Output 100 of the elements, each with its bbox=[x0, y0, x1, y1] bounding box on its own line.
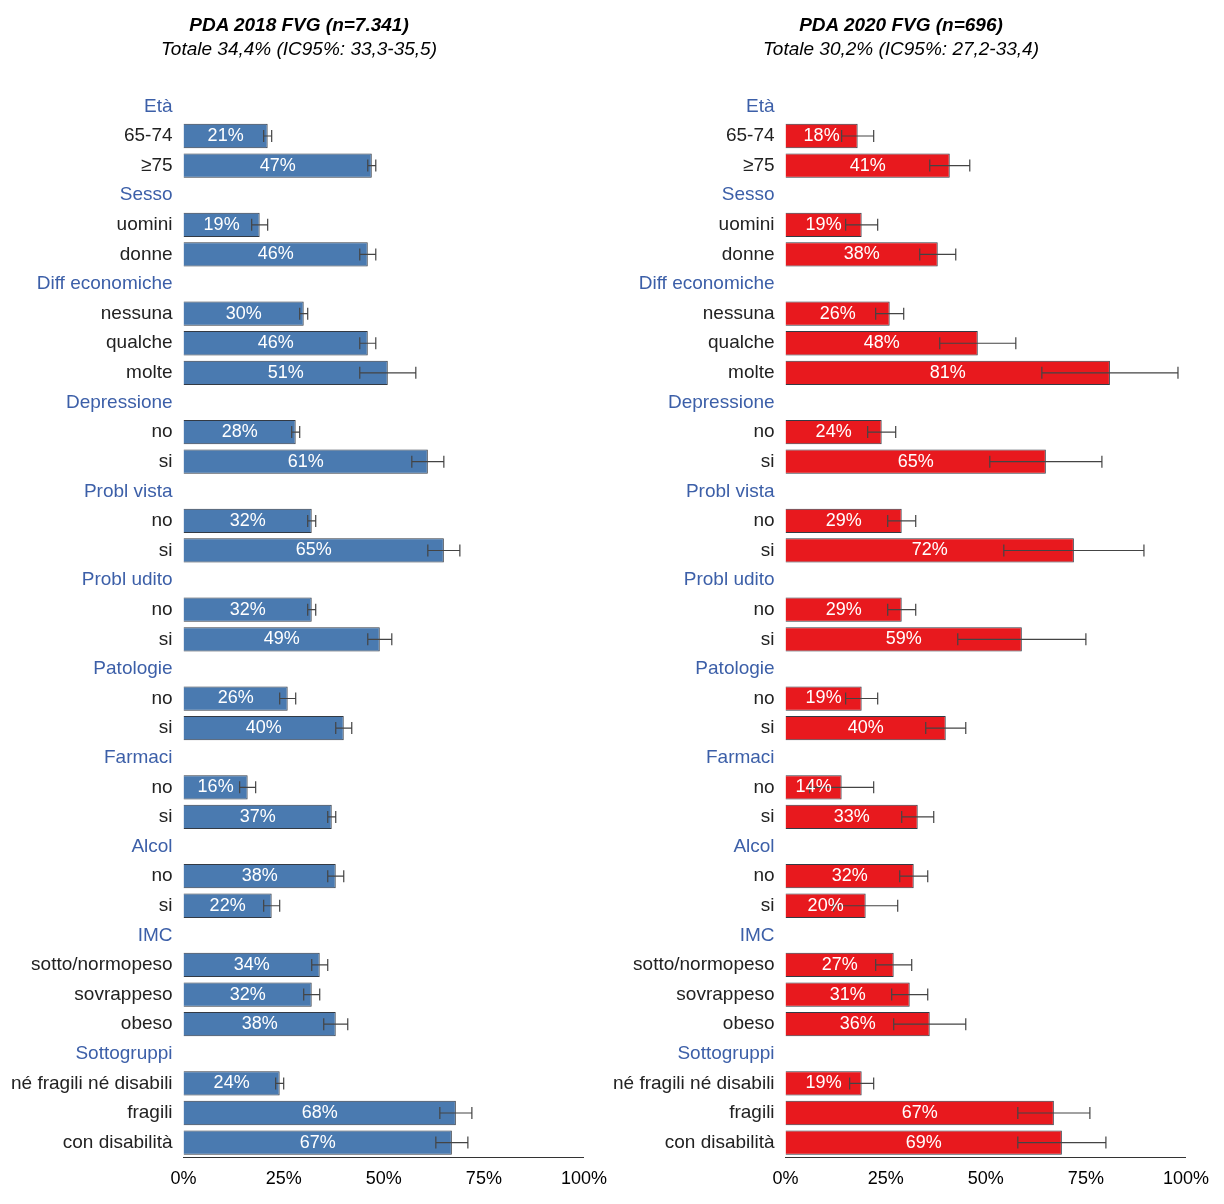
x-tick-label: 75% bbox=[1067, 1168, 1104, 1189]
data-label: 31% bbox=[829, 983, 866, 1004]
y-tick-label: molte bbox=[728, 361, 775, 383]
x-tick-label: 25% bbox=[867, 1168, 904, 1189]
y-tick-label: Farmaci bbox=[705, 745, 775, 767]
y-tick-label: con disabilità bbox=[664, 1130, 776, 1152]
y-tick-label: Sesso bbox=[119, 183, 173, 205]
y-tick-label: sovrappeso bbox=[74, 982, 173, 1004]
y-tick-label: Alcol bbox=[733, 834, 775, 856]
y-tick-label: Depressione bbox=[65, 390, 173, 412]
y-tick-label: nessuna bbox=[100, 301, 174, 323]
data-label: 18% bbox=[803, 124, 840, 145]
data-label: 38% bbox=[843, 243, 880, 264]
y-tick-label: no bbox=[753, 775, 775, 797]
data-label: 68% bbox=[301, 1101, 338, 1122]
data-label: 65% bbox=[295, 539, 332, 560]
y-tick-label: no bbox=[151, 686, 173, 708]
data-label: 19% bbox=[805, 213, 842, 234]
y-tick-label: si bbox=[760, 538, 775, 560]
y-tick-label: né fragili né disabili bbox=[613, 1071, 775, 1093]
data-label: 19% bbox=[203, 213, 240, 234]
y-tick-label: Patologie bbox=[93, 657, 173, 679]
data-label: 51% bbox=[267, 361, 304, 382]
data-label: 34% bbox=[233, 953, 270, 974]
y-tick-label: no bbox=[151, 775, 173, 797]
data-label: 29% bbox=[825, 509, 862, 530]
y-tick-label: uomini bbox=[718, 213, 775, 235]
y-tick-label: no bbox=[151, 509, 173, 531]
y-tick-label: no bbox=[753, 864, 775, 886]
data-label: 28% bbox=[221, 421, 258, 442]
data-label: 24% bbox=[815, 421, 852, 442]
y-tick-label: no bbox=[151, 864, 173, 886]
data-label: 21% bbox=[207, 124, 244, 145]
y-tick-label: Probl udito bbox=[683, 568, 775, 590]
data-label: 29% bbox=[825, 598, 862, 619]
y-tick-label: uomini bbox=[116, 213, 173, 235]
y-tick-label: si bbox=[158, 805, 173, 827]
y-tick-label: Probl vista bbox=[83, 479, 174, 501]
x-tick-label: 100% bbox=[560, 1168, 607, 1189]
data-label: 65% bbox=[897, 450, 934, 471]
y-tick-label: con disabilità bbox=[62, 1130, 174, 1152]
y-tick-label: donne bbox=[119, 242, 173, 264]
x-tick-label: 100% bbox=[1162, 1168, 1209, 1189]
data-label: 47% bbox=[259, 154, 296, 175]
data-label: 61% bbox=[287, 450, 324, 471]
x-tick-label: 0% bbox=[170, 1168, 197, 1189]
y-tick-label: Sottogruppi bbox=[677, 1042, 775, 1064]
data-label: 26% bbox=[819, 302, 856, 323]
y-tick-label: si bbox=[158, 893, 173, 915]
y-tick-label: Depressione bbox=[667, 390, 775, 412]
data-label: 41% bbox=[849, 154, 886, 175]
y-tick-label: si bbox=[760, 805, 775, 827]
y-tick-label: si bbox=[158, 538, 173, 560]
data-label: 37% bbox=[239, 805, 276, 826]
y-tick-label: Sottogruppi bbox=[75, 1042, 173, 1064]
data-label: 32% bbox=[229, 509, 266, 530]
x-tick-label: 25% bbox=[265, 1168, 302, 1189]
y-tick-label: 65-74 bbox=[123, 124, 174, 146]
y-tick-label: Diff economiche bbox=[638, 272, 775, 294]
data-label: 19% bbox=[805, 1072, 842, 1093]
y-tick-label: Sesso bbox=[721, 183, 775, 205]
y-tick-label: fragili bbox=[127, 1101, 173, 1123]
y-tick-label: si bbox=[158, 627, 173, 649]
y-tick-label: sotto/normopeso bbox=[633, 953, 775, 975]
y-tick-label: fragili bbox=[729, 1101, 775, 1123]
x-tick-label: 50% bbox=[967, 1168, 1004, 1189]
x-tick-label: 75% bbox=[465, 1168, 502, 1189]
data-label: 26% bbox=[217, 687, 254, 708]
data-label: 40% bbox=[245, 717, 282, 738]
data-label: 69% bbox=[905, 1131, 942, 1152]
y-tick-label: no bbox=[753, 420, 775, 442]
data-label: 32% bbox=[831, 865, 868, 886]
chart-subtitle: Totale 34,4% (IC95%: 33,3-35,5) bbox=[160, 38, 438, 60]
y-tick-label: no bbox=[151, 597, 173, 619]
y-tick-label: Età bbox=[746, 94, 776, 116]
y-tick-label: IMC bbox=[739, 923, 775, 945]
y-tick-label: qualche bbox=[708, 331, 775, 353]
y-tick-label: no bbox=[753, 597, 775, 619]
data-label: 38% bbox=[241, 865, 278, 886]
data-label: 38% bbox=[241, 1013, 278, 1034]
data-label: 24% bbox=[213, 1072, 250, 1093]
data-label: 67% bbox=[299, 1131, 336, 1152]
y-tick-label: Patologie bbox=[695, 657, 775, 679]
data-label: 19% bbox=[805, 687, 842, 708]
y-tick-label: sovrappeso bbox=[676, 982, 775, 1004]
x-tick-label: 0% bbox=[772, 1168, 799, 1189]
y-tick-label: 65-74 bbox=[725, 124, 776, 146]
y-tick-label: né fragili né disabili bbox=[11, 1071, 173, 1093]
chart-title: PDA 2020 FVG (n=696) bbox=[799, 13, 1003, 35]
y-tick-label: donne bbox=[721, 242, 775, 264]
y-tick-label: Probl vista bbox=[685, 479, 776, 501]
data-label: 46% bbox=[257, 332, 294, 353]
data-label: 27% bbox=[821, 953, 858, 974]
y-tick-label: sotto/normopeso bbox=[31, 953, 173, 975]
data-label: 72% bbox=[911, 539, 948, 560]
y-tick-label: molte bbox=[126, 361, 173, 383]
chart-subtitle: Totale 30,2% (IC95%: 27,2-33,4) bbox=[762, 38, 1040, 60]
data-label: 33% bbox=[833, 805, 870, 826]
y-tick-label: IMC bbox=[137, 923, 173, 945]
y-tick-label: si bbox=[760, 627, 775, 649]
